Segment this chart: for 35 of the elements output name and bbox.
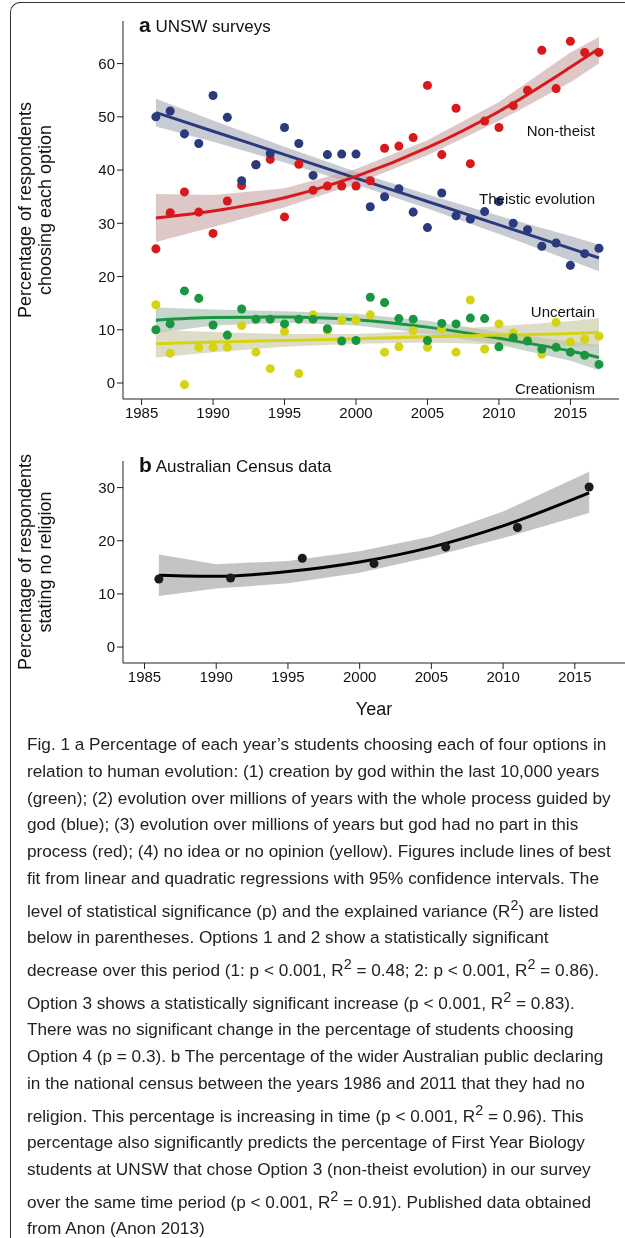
x-tick-label: 1990 [196, 403, 230, 421]
y-tick-label: 10 [98, 585, 115, 603]
x-axis-title: Year [355, 699, 393, 719]
x-tick-label: 1985 [127, 667, 162, 685]
series-label: Uncertain [529, 302, 595, 321]
x-tick-label: 1985 [124, 403, 159, 421]
x-tick-label: 1995 [271, 667, 305, 685]
text: Fig. 1 a Percentage of each year’s students choosing each of four options in relation to human evolution: (1) creation by god within the last 10,000 years (green); (2) evolution over millions of years with the whole process guided by god (blue); (3) evolution over millions of years but god had no part in this process (red); (4) no idea or no opinion (yellow). Figures include lines of best fit from linear and quadratic regressions with 95% confidence intervals. The level of statistical significance (p) and the explained variance (R$^{2}$) are listed below in parentheses. Options 1 and 2 show a statistically significant decrease over this period (1: p < 0.001, R$^{2}$ = 0.48; 2: p < 0.001, R$^{2}$ = 0.86). Option 3 shows a statistically significant increase (p < 0.001, R$^{2}$ = 0.83). There was no significant change in the percentage of students choosing Option 4 (p = 0.3). b The percentage of the wider Australian public declaring in the national census between the years 1986 and 2011 that they had no religion. This percentage is increasing in time (p < 0.001, R$^{2}$ = 0.96). This percentage also significantly predicts the percentage of First Year Biology students at UNSW that chose Option 3 (non-theist evolution) in our survey over the same time period (p < 0.001, R$^{2}$ = 0.91). Published data obtained from Anon (Anon 2013) [27, 734, 611, 1238]
y-tick-label: 50 [98, 108, 115, 126]
y-axis-title: Percentage of respondents stating no religion [15, 453, 56, 671]
y-tick-label: 30 [98, 478, 115, 496]
y-tick-label: 30 [98, 214, 115, 232]
x-tick-label: 1995 [267, 403, 302, 421]
x-tick-label: 2005 [414, 667, 449, 685]
x-tick-label: 1990 [199, 667, 233, 685]
y-tick-label: 0 [106, 638, 115, 656]
series-label: Creationism [513, 379, 595, 398]
x-tick-label: 2010 [482, 403, 516, 421]
chart-title: b Australian Census data [139, 453, 332, 477]
y-tick-label: 60 [98, 54, 115, 72]
chart-title: a UNSW surveys [139, 13, 271, 37]
y-tick-label: 40 [98, 161, 115, 179]
series-label: Theistic evolution [478, 189, 595, 208]
y-tick-label: 20 [98, 267, 115, 285]
x-tick-label: 2005 [410, 403, 445, 421]
x-tick-label: 2010 [486, 667, 520, 685]
y-tick-label: 10 [98, 321, 115, 339]
x-tick-label: 2000 [339, 403, 373, 421]
y-axis-title: Percentage of respondents choosing each option [15, 101, 56, 319]
x-tick-label: 2000 [342, 667, 377, 685]
x-tick-label: 2015 [558, 667, 592, 685]
series-label: Non-theist [525, 121, 595, 140]
y-tick-label: 20 [98, 532, 115, 550]
y-tick-label: 0 [106, 374, 115, 392]
x-tick-label: 2015 [553, 403, 588, 421]
